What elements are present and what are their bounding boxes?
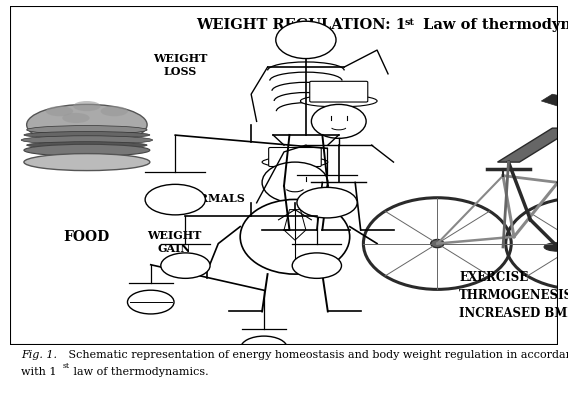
Ellipse shape [241,336,287,360]
Circle shape [276,21,336,59]
Polygon shape [284,210,306,240]
Text: st: st [62,362,69,370]
Ellipse shape [46,106,73,116]
Polygon shape [541,94,568,108]
Text: Law of thermodynamics: Law of thermodynamics [418,18,568,32]
Ellipse shape [300,95,377,107]
Text: with 1: with 1 [21,367,57,377]
Ellipse shape [127,290,174,314]
Text: Schematic representation of energy homeostasis and body weight regulation in acc: Schematic representation of energy homeo… [65,350,568,360]
Polygon shape [498,128,568,162]
Ellipse shape [73,101,101,111]
Text: FOOD: FOOD [64,230,110,244]
Ellipse shape [24,131,150,138]
Ellipse shape [24,154,150,171]
Ellipse shape [262,157,328,167]
Text: Fig. 1.: Fig. 1. [21,350,57,360]
Ellipse shape [101,106,128,116]
Circle shape [262,162,328,203]
Ellipse shape [21,136,153,144]
Ellipse shape [24,144,150,156]
Ellipse shape [62,113,90,123]
Text: NORMALS: NORMALS [180,193,246,204]
Ellipse shape [544,243,568,251]
Circle shape [307,33,324,43]
Text: EXERCISE
THRMOGENESIS
INCREASED BMR: EXERCISE THRMOGENESIS INCREASED BMR [459,271,568,320]
Circle shape [311,104,366,138]
Ellipse shape [27,142,147,148]
Circle shape [288,33,304,43]
Ellipse shape [240,199,350,274]
Text: law of thermodynamics.: law of thermodynamics. [70,367,209,377]
Ellipse shape [145,184,206,215]
Text: WEIGHT
GAIN: WEIGHT GAIN [147,230,202,254]
Ellipse shape [297,187,357,218]
FancyBboxPatch shape [310,81,367,102]
Ellipse shape [292,253,341,278]
Text: st: st [404,18,415,27]
Text: WEIGHT
LOSS: WEIGHT LOSS [153,54,207,77]
Ellipse shape [27,125,147,134]
Text: WEIGHT REGULATION: 1: WEIGHT REGULATION: 1 [197,18,406,32]
Circle shape [431,239,444,248]
FancyBboxPatch shape [269,148,321,166]
Ellipse shape [161,253,210,278]
Ellipse shape [27,104,147,145]
